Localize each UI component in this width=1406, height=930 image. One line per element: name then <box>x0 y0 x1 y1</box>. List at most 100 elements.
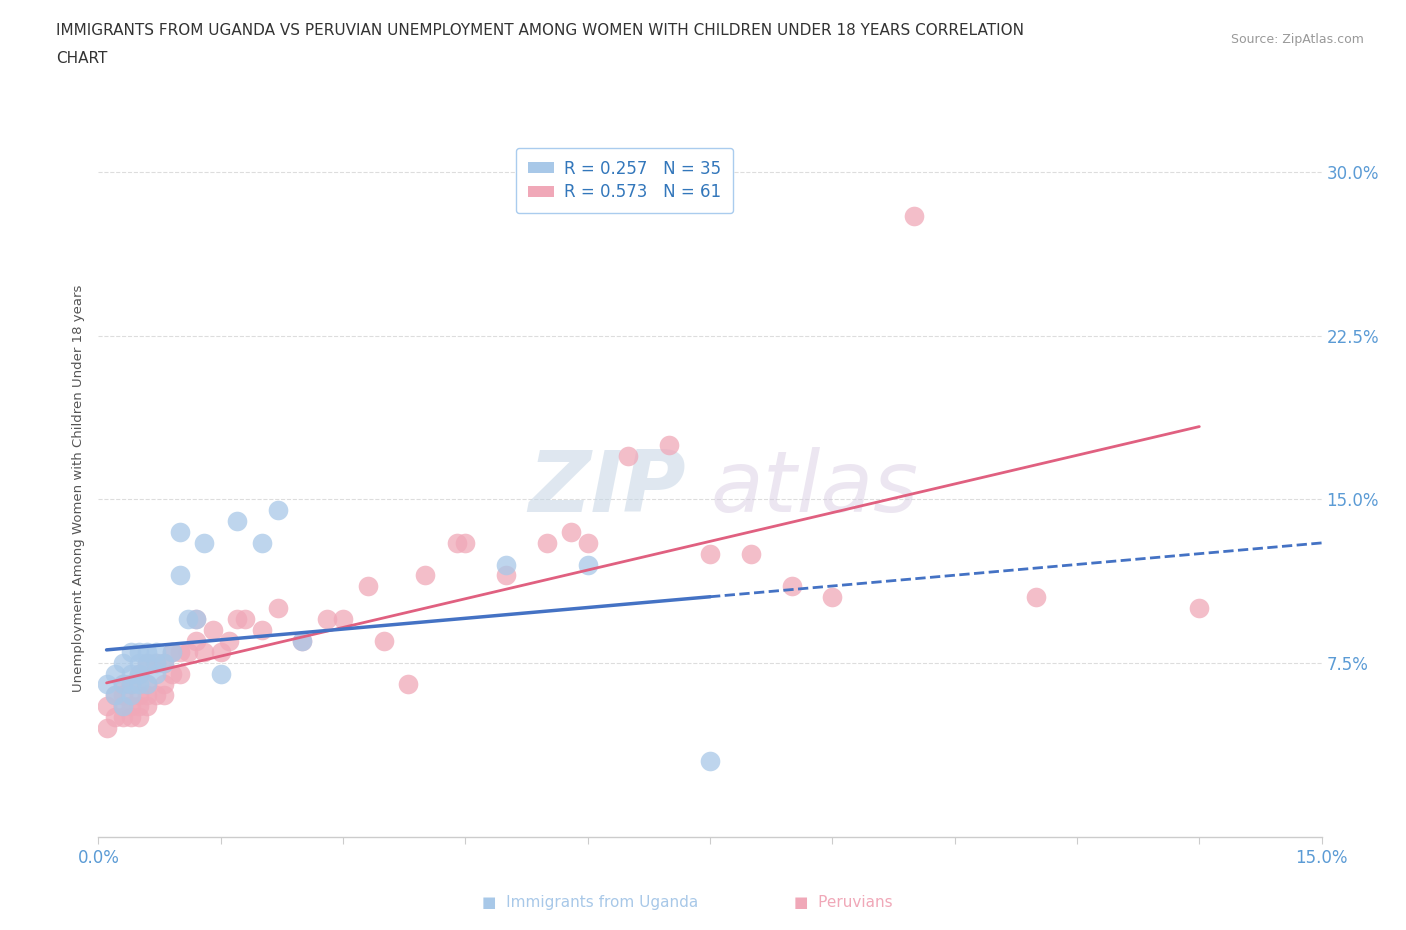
Point <box>396 677 419 692</box>
Point <box>186 612 208 627</box>
Point <box>267 502 290 517</box>
Point <box>120 644 142 659</box>
Legend: R = 0.257   N = 35, R = 0.573   N = 61: R = 0.257 N = 35, R = 0.573 N = 61 <box>516 148 733 213</box>
Point <box>536 536 558 551</box>
Point <box>145 644 167 659</box>
Point <box>315 612 337 627</box>
Point <box>169 644 191 659</box>
Point <box>209 666 232 681</box>
Point <box>169 568 191 583</box>
Point <box>111 656 134 671</box>
Point <box>120 666 142 681</box>
Point <box>373 633 395 648</box>
Text: ■  Peruvians: ■ Peruvians <box>794 895 893 910</box>
Point <box>111 677 134 692</box>
Text: Source: ZipAtlas.com: Source: ZipAtlas.com <box>1230 33 1364 46</box>
Point <box>160 666 183 681</box>
Point <box>128 656 150 671</box>
Point <box>111 698 134 713</box>
Point <box>136 656 159 671</box>
Point <box>128 688 150 703</box>
Point <box>128 644 150 659</box>
Point <box>160 644 183 659</box>
Point <box>1188 601 1211 616</box>
Point <box>291 633 314 648</box>
Point <box>111 710 134 724</box>
Point <box>267 601 290 616</box>
Point <box>186 633 208 648</box>
Point <box>177 612 200 627</box>
Point <box>96 698 118 713</box>
Point <box>454 536 477 551</box>
Point <box>560 525 582 539</box>
Point <box>177 644 200 659</box>
Point <box>111 677 134 692</box>
Point <box>699 753 721 768</box>
Point <box>356 578 378 593</box>
Point <box>128 677 150 692</box>
Point <box>903 208 925 223</box>
Point <box>96 677 118 692</box>
Point <box>193 644 215 659</box>
Point <box>152 656 174 671</box>
Point <box>145 666 167 681</box>
Point <box>128 710 150 724</box>
Point <box>136 688 159 703</box>
Point <box>291 633 314 648</box>
Point <box>160 644 183 659</box>
Point <box>145 688 167 703</box>
Point <box>120 677 142 692</box>
Point <box>128 666 150 681</box>
Text: ZIP: ZIP <box>527 446 686 530</box>
Point <box>740 546 762 561</box>
Text: CHART: CHART <box>56 51 108 66</box>
Point <box>699 546 721 561</box>
Point <box>136 644 159 659</box>
Point <box>96 721 118 736</box>
Point <box>780 578 803 593</box>
Point <box>145 656 167 671</box>
Point <box>120 710 142 724</box>
Point <box>104 688 127 703</box>
Point <box>658 437 681 452</box>
Point <box>576 557 599 572</box>
Point <box>128 698 150 713</box>
Point <box>136 677 159 692</box>
Point <box>226 612 249 627</box>
Point <box>152 677 174 692</box>
Point <box>209 644 232 659</box>
Point <box>576 536 599 551</box>
Point <box>1025 590 1047 604</box>
Point <box>120 677 142 692</box>
Point <box>446 536 468 551</box>
Point <box>120 698 142 713</box>
Point <box>495 568 517 583</box>
Text: IMMIGRANTS FROM UGANDA VS PERUVIAN UNEMPLOYMENT AMONG WOMEN WITH CHILDREN UNDER : IMMIGRANTS FROM UGANDA VS PERUVIAN UNEMP… <box>56 23 1024 38</box>
Point <box>617 448 640 463</box>
Point <box>201 622 224 637</box>
Point <box>136 677 159 692</box>
Text: atlas: atlas <box>710 446 918 530</box>
Point <box>120 688 142 703</box>
Point <box>104 666 127 681</box>
Point <box>226 513 249 528</box>
Point <box>233 612 256 627</box>
Point <box>145 656 167 671</box>
Point <box>152 688 174 703</box>
Point <box>169 666 191 681</box>
Point <box>136 656 159 671</box>
Point <box>218 633 240 648</box>
Point <box>104 688 127 703</box>
Point <box>111 698 134 713</box>
Point <box>104 710 127 724</box>
Text: ■  Immigrants from Uganda: ■ Immigrants from Uganda <box>482 895 699 910</box>
Point <box>186 612 208 627</box>
Point <box>821 590 844 604</box>
Point <box>250 622 273 637</box>
Point <box>250 536 273 551</box>
Point <box>169 525 191 539</box>
Point <box>332 612 354 627</box>
Y-axis label: Unemployment Among Women with Children Under 18 years: Unemployment Among Women with Children U… <box>72 285 86 692</box>
Point <box>193 536 215 551</box>
Point <box>128 666 150 681</box>
